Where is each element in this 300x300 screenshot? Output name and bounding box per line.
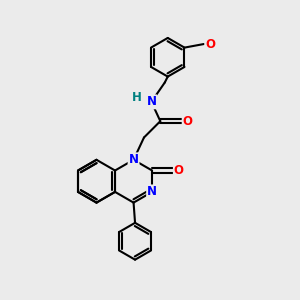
Text: O: O <box>174 164 184 177</box>
Text: N: N <box>146 95 156 108</box>
Text: H: H <box>132 91 142 104</box>
Text: O: O <box>183 115 193 128</box>
Text: N: N <box>129 153 139 166</box>
Text: N: N <box>147 185 157 198</box>
Text: O: O <box>205 38 215 50</box>
